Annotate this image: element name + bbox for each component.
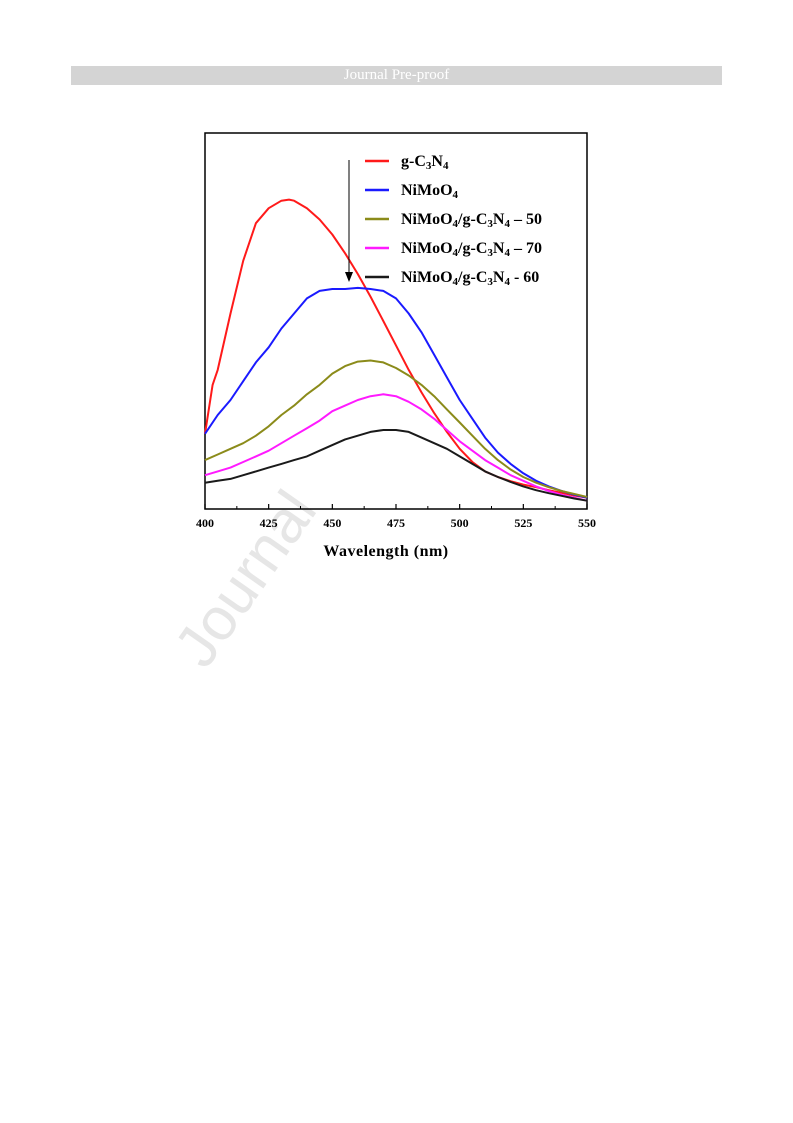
- legend-label-3: NiMoO4/g-C3N4 – 50: [401, 211, 542, 230]
- legend: g-C3N4 NiMoO4 NiMoO4/g-C3N4 – 50 NiMoO4/g-C…: [345, 153, 542, 288]
- series-line-3: [204, 359, 588, 498]
- x-tick-label: 500: [451, 516, 469, 530]
- x-tick-label: 450: [323, 516, 341, 530]
- series-line-2: [204, 286, 588, 499]
- legend-label-1: g-C3N4: [401, 153, 449, 172]
- series-layer: [204, 198, 588, 502]
- series-line-4: [204, 393, 588, 502]
- x-tick-label: 425: [260, 516, 278, 530]
- x-tick-label: 475: [387, 516, 405, 530]
- x-tick-label: 400: [196, 516, 214, 530]
- legend-arrow-head: [345, 272, 353, 282]
- x-axis-ticks: 400 425 450 475 500 525 550: [196, 504, 596, 530]
- legend-label-4: NiMoO4/g-C3N4 – 70: [401, 240, 542, 259]
- legend-label-5: NiMoO4/g-C3N4 - 60: [401, 269, 539, 288]
- series-line-1: [204, 198, 588, 499]
- x-tick-label: 525: [514, 516, 532, 530]
- journal-preproof-banner: Journal Pre-proof: [71, 66, 722, 85]
- x-axis-label: Wavelength (nm): [323, 543, 448, 560]
- legend-label-2: NiMoO4: [401, 182, 459, 201]
- series-line-5: [204, 429, 588, 502]
- x-tick-label: 550: [578, 516, 596, 530]
